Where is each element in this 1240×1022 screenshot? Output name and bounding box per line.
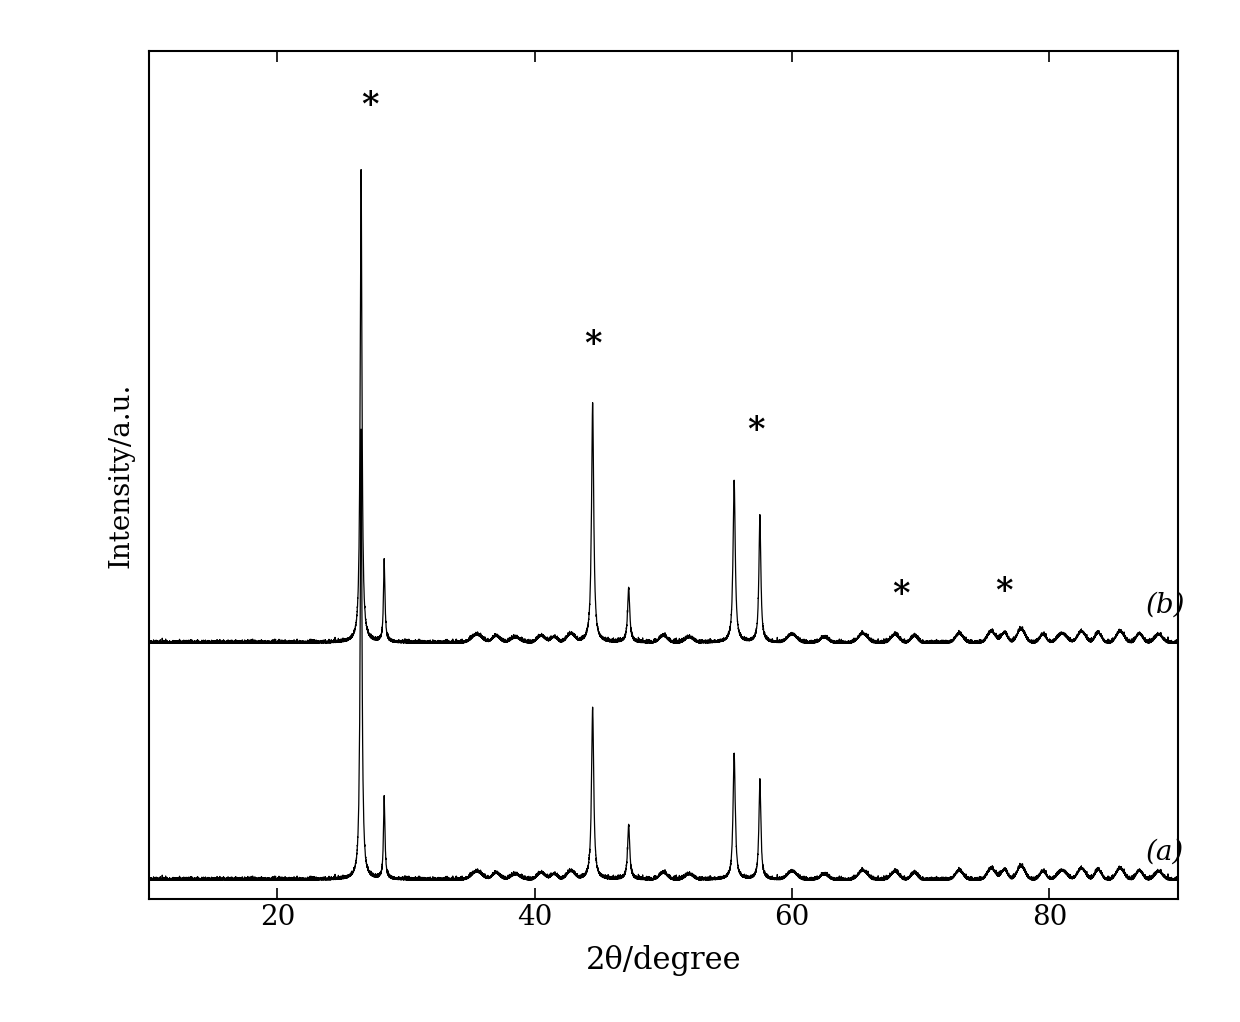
Y-axis label: Intensity/a.u.: Intensity/a.u. bbox=[108, 382, 135, 568]
Text: (a): (a) bbox=[1146, 838, 1184, 866]
Text: *: * bbox=[996, 574, 1013, 608]
Text: (b): (b) bbox=[1146, 592, 1185, 619]
Text: *: * bbox=[748, 414, 765, 447]
Text: *: * bbox=[893, 578, 910, 611]
Text: *: * bbox=[584, 328, 601, 361]
Text: *: * bbox=[361, 89, 379, 123]
X-axis label: 2θ/degree: 2θ/degree bbox=[585, 945, 742, 976]
